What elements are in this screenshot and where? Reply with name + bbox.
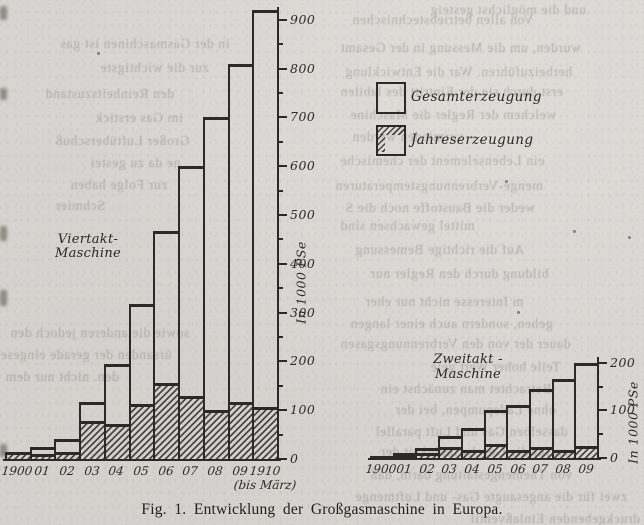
chart-title: Maschine [54,246,121,261]
y-axis-minor-tick [277,43,283,45]
bar-gesamterzeugung [552,379,576,458]
y-axis-minor-tick [597,433,603,435]
y-axis-minor-tick [277,238,283,240]
chart-title: Viertakt- [57,232,119,247]
y-axis-unit-label: In 1000 PSe [625,381,641,464]
bar-jahreserzeugung [79,421,106,459]
bar-jahreserzeugung [5,452,32,459]
y-axis-tick-label: 100 [610,402,636,417]
bar-jahreserzeugung [129,404,155,459]
y-axis-minor-tick [277,385,283,387]
x-axis-year-label: 09 [577,462,595,476]
y-axis-line [597,357,599,460]
y-axis-tick-label: 200 [290,353,316,368]
bar-jahreserzeugung [574,446,599,458]
scan-speck [97,52,100,55]
page-edge-mark [0,226,7,241]
bar-jahreserzeugung [54,452,81,459]
y-axis-minor-tick [277,141,283,143]
x-axis-year-label: 1910 [248,464,282,478]
bar-gesamterzeugung [574,363,599,458]
bar-jahreserzeugung [178,396,205,459]
x-axis-note: (bis März) [233,478,297,492]
y-axis-minor-tick [277,92,283,94]
y-axis-minor-tick [277,287,283,289]
y-axis-major-tick [277,165,287,167]
page-edge-mark [0,88,7,100]
bar-jahreserzeugung [104,424,131,459]
y-axis-major-tick [277,360,287,362]
scan-speck [573,230,576,233]
y-axis-major-tick [277,19,287,21]
y-axis-tick-label: 900 [290,12,316,27]
y-axis-major-tick [597,409,607,411]
y-axis-major-tick [277,214,287,216]
y-axis-major-tick [277,458,287,460]
page-edge-mark [0,444,7,457]
bar-gesamterzeugung [203,117,230,459]
y-axis-tick-label: 300 [290,305,316,320]
y-axis-tick-label: 200 [610,355,636,370]
y-axis-major-tick [597,457,607,459]
y-axis-tick-label: 0 [290,451,299,466]
y-axis-line [277,7,279,461]
page-edge-mark [0,6,7,20]
bar-jahreserzeugung [153,383,180,459]
y-axis-major-tick [597,362,607,364]
y-axis-tick-label: 100 [290,402,316,417]
y-axis-tick-label: 600 [290,158,316,173]
bar-jahreserzeugung [228,402,254,459]
y-axis-minor-tick [277,336,283,338]
y-axis-minor-tick [597,386,603,388]
y-axis-major-tick [277,116,287,118]
y-axis-major-tick [277,312,287,314]
y-axis-minor-tick [277,190,283,192]
y-axis-major-tick [277,409,287,411]
scan-speck [517,311,520,314]
y-axis-tick-label: 400 [290,256,316,271]
scan-speck [628,236,631,239]
bar-jahreserzeugung [484,444,508,458]
x-axis-line [368,458,601,460]
page-edge-mark [0,290,7,306]
bar-jahreserzeugung [203,410,230,459]
bar-jahreserzeugung [529,447,554,458]
bar-jahreserzeugung [552,450,576,458]
bar-gesamterzeugung [228,64,254,459]
y-axis-tick-label: 800 [290,61,316,76]
chart-title: Zweitakt - Maschine [433,352,503,382]
y-axis-major-tick [277,68,287,70]
bar-jahreserzeugung [438,447,463,458]
scan-speck [505,180,508,183]
bar-jahreserzeugung [506,450,531,458]
bar-jahreserzeugung [461,450,486,458]
y-axis-major-tick [277,263,287,265]
y-axis-tick-label: 700 [290,109,316,124]
y-axis-minor-tick [277,434,283,436]
y-axis-unit-label: In 1000 PSe [293,241,309,324]
y-axis-tick-label: 500 [290,207,316,222]
bar-gesamterzeugung [252,10,279,459]
x-axis-line [3,459,281,461]
bar-jahreserzeugung [252,407,279,459]
y-axis-tick-label: 0 [610,450,619,465]
